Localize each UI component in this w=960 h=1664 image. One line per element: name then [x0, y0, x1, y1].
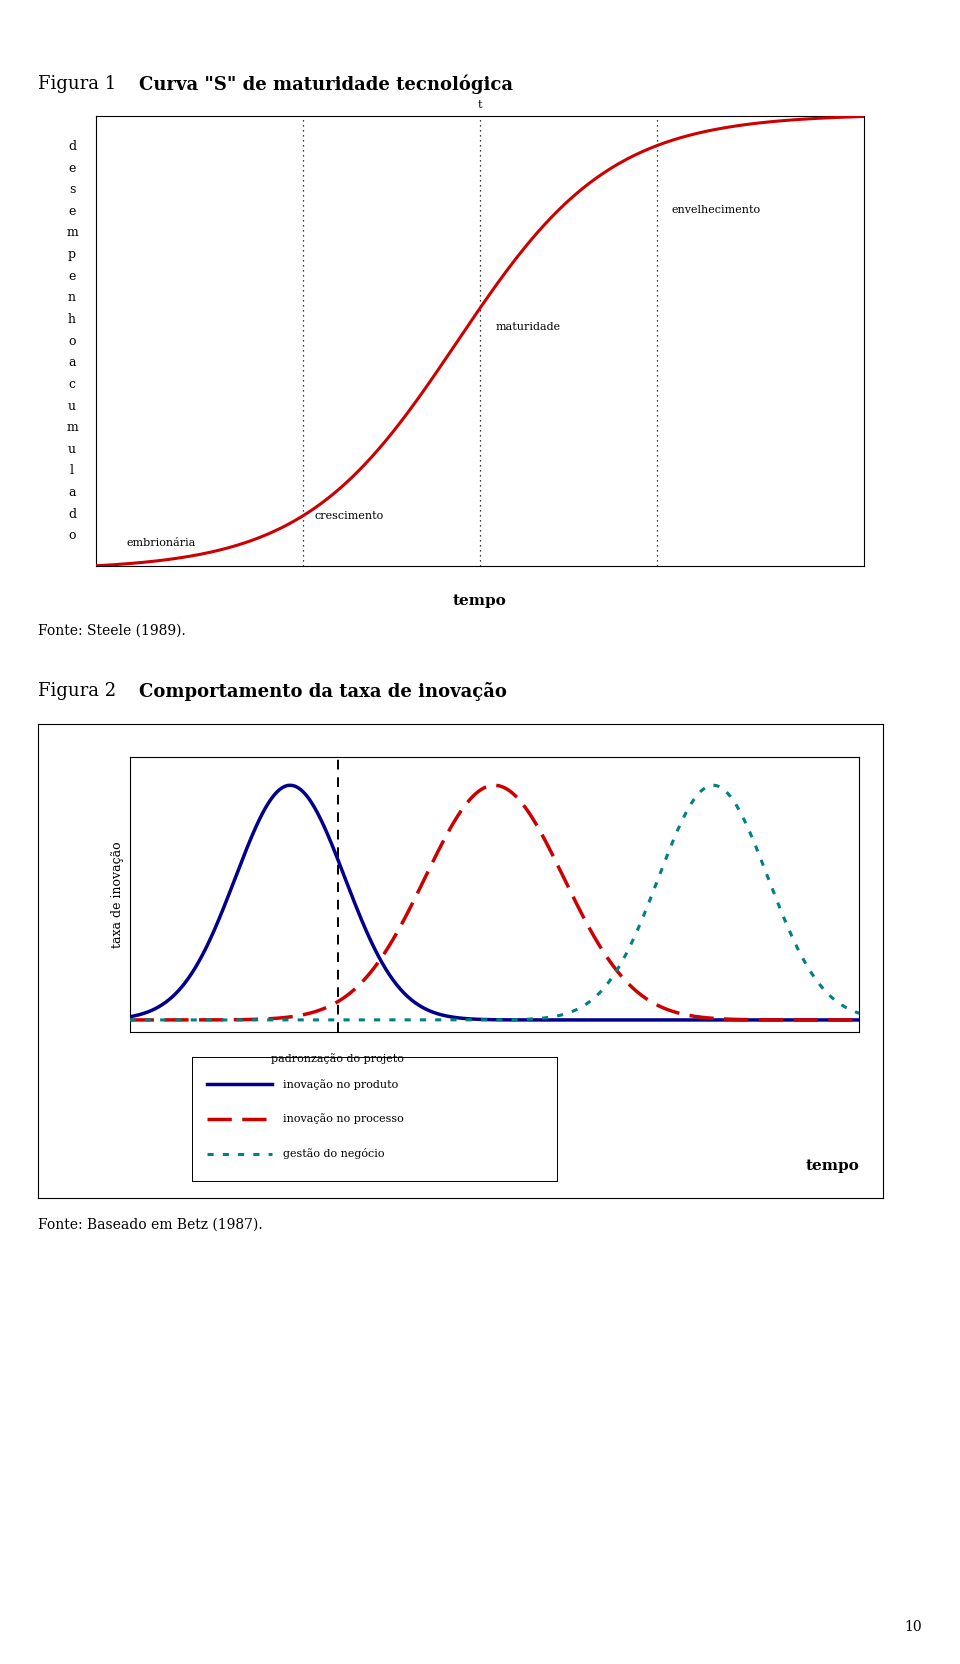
Text: tempo: tempo — [453, 594, 507, 607]
Text: 10: 10 — [904, 1621, 922, 1634]
Text: tempo: tempo — [805, 1160, 859, 1173]
Y-axis label: taxa de inovação: taxa de inovação — [111, 840, 124, 948]
Text: u: u — [68, 399, 76, 413]
Text: gestão do negócio: gestão do negócio — [283, 1148, 385, 1160]
Text: d: d — [68, 508, 76, 521]
Text: Fonte: Steele (1989).: Fonte: Steele (1989). — [38, 624, 186, 637]
Text: u: u — [68, 443, 76, 456]
Text: n: n — [68, 291, 76, 305]
Text: Figura 1: Figura 1 — [38, 75, 117, 93]
Text: h: h — [68, 313, 76, 326]
Text: maturidade: maturidade — [495, 323, 561, 333]
Text: Curva "S" de maturidade tecnológica: Curva "S" de maturidade tecnológica — [139, 75, 514, 95]
Text: m: m — [66, 421, 78, 434]
Text: crescimento: crescimento — [315, 511, 384, 521]
Text: inovação no processo: inovação no processo — [283, 1113, 404, 1125]
Text: d: d — [68, 140, 76, 153]
Text: a: a — [68, 486, 76, 499]
Text: envelhecimento: envelhecimento — [672, 205, 761, 215]
Text: Comportamento da taxa de inovação: Comportamento da taxa de inovação — [139, 682, 507, 701]
Text: e: e — [68, 270, 76, 283]
Text: p: p — [68, 248, 76, 261]
Text: e: e — [68, 205, 76, 218]
Text: l: l — [70, 464, 74, 478]
Text: padronzação do projeto: padronzação do projeto — [271, 1053, 404, 1065]
Text: s: s — [69, 183, 75, 196]
Text: a: a — [68, 356, 76, 369]
Text: o: o — [68, 334, 76, 348]
Text: inovação no produto: inovação no produto — [283, 1078, 398, 1090]
Text: Figura 2: Figura 2 — [38, 682, 116, 701]
Text: t: t — [478, 100, 482, 110]
Text: Fonte: Baseado em Betz (1987).: Fonte: Baseado em Betz (1987). — [38, 1218, 263, 1231]
Text: c: c — [68, 378, 76, 391]
Text: o: o — [68, 529, 76, 542]
Text: e: e — [68, 161, 76, 175]
Text: m: m — [66, 226, 78, 240]
Text: embrionária: embrionária — [127, 537, 196, 547]
